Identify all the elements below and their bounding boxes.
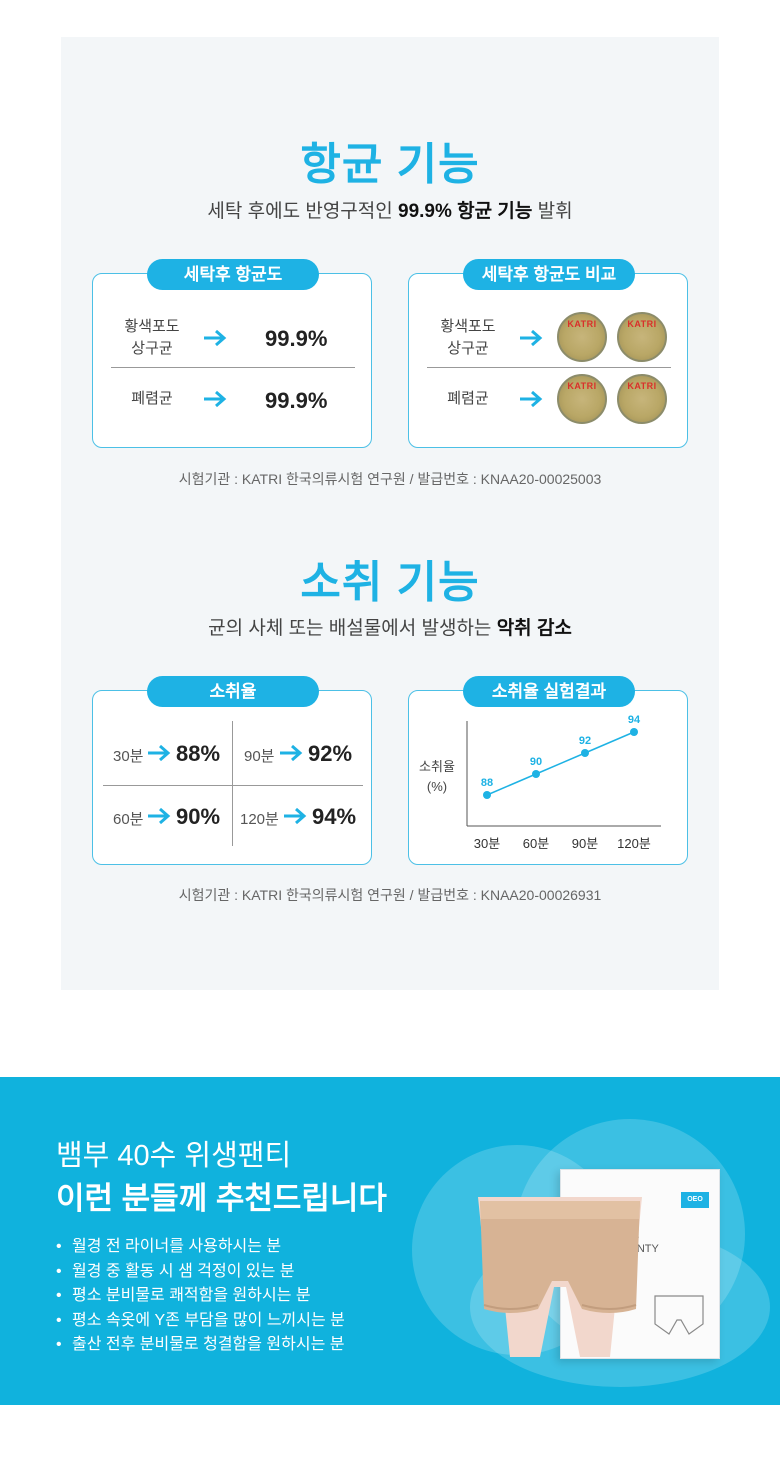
antibacterial-test-note: 시험기관 : KATRI 한국의류시험 연구원 / 발급번호 : KNAA20-… xyxy=(178,471,602,487)
arrow-right-icon xyxy=(204,329,227,347)
box-logo: OEO xyxy=(681,1192,709,1208)
grid-divider-vertical xyxy=(232,721,233,846)
list-item: 월경 전 라이너를 사용하시는 분 xyxy=(56,1235,345,1260)
time-label: 60분 xyxy=(113,811,144,828)
deodorization-chart-card: 소취율 (%) 88 30분 90 60분 92 90분 94 120분 xyxy=(408,690,688,865)
deodorization-rate-card: 30분 88% 90분 92% 60분 90% 120분 94% xyxy=(92,690,372,865)
x-tick-label: 90분 xyxy=(572,836,598,851)
y-axis-label-unit: (%) xyxy=(427,779,447,794)
arrow-right-icon xyxy=(520,390,543,408)
arrow-right-icon xyxy=(280,744,303,762)
panty-outline-icon xyxy=(654,1295,704,1335)
x-tick-label: 120분 xyxy=(617,836,651,851)
arrow-right-icon xyxy=(148,744,171,762)
antibacterial-rate-pill: 세탁후 항균도 xyxy=(147,259,319,290)
antibacterial-compare-card: 황색포도 상구균 KATRI KATRI 폐렴균 KATRI KATRI xyxy=(408,273,688,448)
data-point xyxy=(483,791,491,799)
deodorization-line-chart: 소취율 (%) 88 30분 90 60분 92 90분 94 120분 xyxy=(419,714,661,851)
list-item: 평소 속옷에 Y존 부담을 많이 느끼시는 분 xyxy=(56,1309,345,1334)
deodorant-test-note: 시험기관 : KATRI 한국의류시험 연구원 / 발급번호 : KNAA20-… xyxy=(178,887,602,903)
antibacterial-subtitle: 세탁 후에도 반영구적인 99.9% 항균 기능 발휘 xyxy=(207,201,573,222)
bacteria-label-staph: 황색포도 상구균 xyxy=(124,318,180,357)
recommend-banner: OEO O's PANTY 뱀부 40수 위생팬티 이런 분들께 추천드립니다 … xyxy=(0,1077,780,1405)
deodorization-value: 88% xyxy=(176,741,221,766)
list-item: 출산 전후 분비물로 청결함을 원하시는 분 xyxy=(56,1333,345,1358)
deodorant-title: 소취 기능 xyxy=(300,558,480,607)
series-line xyxy=(486,731,635,796)
arrow-right-icon xyxy=(284,807,307,825)
petri-dish-image: KATRI xyxy=(557,312,607,362)
antibacterial-title: 항균 기능 xyxy=(300,140,480,189)
list-item: 월경 중 활동 시 샘 걱정이 있는 분 xyxy=(56,1260,345,1285)
deodorization-value: 92% xyxy=(308,741,353,766)
data-label: 88 xyxy=(481,777,493,789)
divider xyxy=(111,367,355,368)
bacteria-label-pneumonia: 폐렴균 xyxy=(447,390,489,407)
y-axis-label: 소취율 xyxy=(419,759,455,774)
recommend-title-line1: 뱀부 40수 위생팬티 xyxy=(56,1140,292,1172)
time-label: 90분 xyxy=(244,748,275,765)
petri-dish-image: KATRI xyxy=(617,312,667,362)
data-point xyxy=(581,749,589,757)
deodorization-value: 90% xyxy=(176,804,221,829)
pneumonia-rate: 99.9% xyxy=(265,388,328,413)
time-label: 30분 xyxy=(113,748,144,765)
grid-divider-horizontal xyxy=(103,785,363,786)
petri-dish-image: KATRI xyxy=(617,374,667,424)
recommend-title-line2: 이런 분들께 추천드립니다 xyxy=(56,1181,387,1216)
petri-dish-image: KATRI xyxy=(557,374,607,424)
time-label: 120분 xyxy=(240,811,279,828)
x-tick-label: 30분 xyxy=(474,836,500,851)
antibacterial-rate-card: 황색포도 상구균 99.9% 폐렴균 99.9% xyxy=(92,273,372,448)
bacteria-label-staph: 황색포도 상구균 xyxy=(440,318,496,357)
data-label: 92 xyxy=(579,735,591,747)
deodorant-subtitle: 균의 사체 또는 배설물에서 발생하는 악취 감소 xyxy=(208,618,572,639)
bacteria-label-pneumonia: 폐렴균 xyxy=(131,390,173,407)
deodorization-value: 94% xyxy=(312,804,357,829)
data-label: 90 xyxy=(530,756,542,768)
list-item: 평소 분비물로 쾌적함을 원하시는 분 xyxy=(56,1284,345,1309)
data-point xyxy=(630,728,638,736)
deodorization-chart-pill: 소취율 실험결과 xyxy=(463,676,635,707)
antibacterial-compare-pill: 세탁후 항균도 비교 xyxy=(463,259,635,290)
arrow-right-icon xyxy=(204,390,227,408)
arrow-right-icon xyxy=(148,807,171,825)
arrow-right-icon xyxy=(520,329,543,347)
data-point xyxy=(532,770,540,778)
recommend-list: 월경 전 라이너를 사용하시는 분 월경 중 활동 시 샘 걱정이 있는 분 평… xyxy=(56,1235,345,1358)
divider xyxy=(427,367,671,368)
staph-rate: 99.9% xyxy=(265,326,328,351)
panty-product-image xyxy=(478,1197,642,1357)
x-tick-label: 60분 xyxy=(523,836,549,851)
deodorization-rate-pill: 소취율 xyxy=(147,676,319,707)
data-label: 94 xyxy=(628,714,641,726)
